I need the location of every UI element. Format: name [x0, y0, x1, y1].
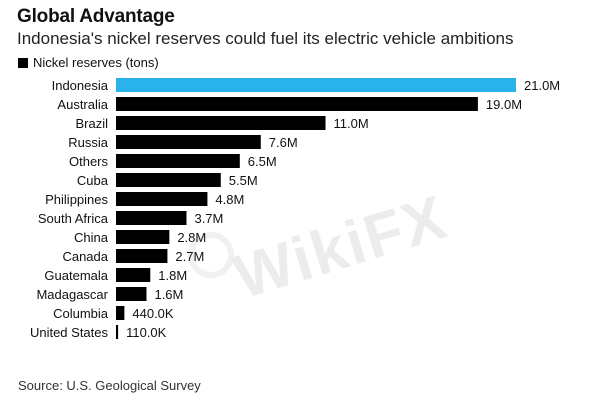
- bar: [116, 154, 240, 168]
- bar: [116, 135, 261, 149]
- bar: [116, 230, 170, 244]
- category-label: Australia: [57, 97, 108, 112]
- category-label: Russia: [68, 135, 109, 150]
- data-label: 5.5M: [229, 173, 258, 188]
- bar: [116, 268, 151, 282]
- chart-title: Global Advantage: [17, 6, 175, 27]
- category-label: Brazil: [75, 116, 108, 131]
- bar: [116, 192, 208, 206]
- category-label: Philippines: [45, 192, 108, 207]
- legend-label: Nickel reserves (tons): [33, 55, 159, 70]
- data-label: 21.0M: [524, 78, 560, 93]
- bar: [116, 78, 516, 92]
- category-label: Indonesia: [52, 78, 109, 93]
- data-label: 3.7M: [194, 211, 223, 226]
- data-label: 7.6M: [269, 135, 298, 150]
- data-label: 2.8M: [177, 230, 206, 245]
- data-label: 440.0K: [132, 306, 174, 321]
- legend-swatch: [18, 57, 28, 68]
- bar: [116, 97, 478, 111]
- category-label: Others: [69, 154, 109, 169]
- bar: [116, 211, 187, 225]
- chart-subtitle: Indonesia's nickel reserves could fuel i…: [17, 29, 514, 48]
- category-label: Cuba: [77, 173, 109, 188]
- bar: [116, 306, 125, 320]
- category-label: South Africa: [38, 211, 109, 226]
- data-label: 19.0M: [486, 97, 522, 112]
- data-label: 4.8M: [215, 192, 244, 207]
- data-label: 11.0M: [334, 116, 369, 131]
- bar: [116, 325, 119, 339]
- category-label: Columbia: [53, 306, 109, 321]
- category-label: Guatemala: [44, 268, 108, 283]
- bar: [116, 249, 168, 263]
- source-note: Source: U.S. Geological Survey: [18, 378, 201, 393]
- data-label: 1.8M: [158, 268, 187, 283]
- data-label: 1.6M: [154, 287, 183, 302]
- category-label: United States: [30, 325, 109, 340]
- legend: Nickel reserves (tons): [18, 55, 159, 70]
- data-label: 110.0K: [126, 325, 167, 340]
- category-label: Madagascar: [36, 287, 108, 302]
- data-label: 6.5M: [248, 154, 277, 169]
- data-label: 2.7M: [175, 249, 204, 264]
- category-label: Canada: [62, 249, 108, 264]
- bar: [116, 173, 221, 187]
- bar: [116, 116, 326, 130]
- bar: [116, 287, 147, 301]
- watermark-logo-icon: [188, 232, 234, 278]
- category-label: China: [74, 230, 109, 245]
